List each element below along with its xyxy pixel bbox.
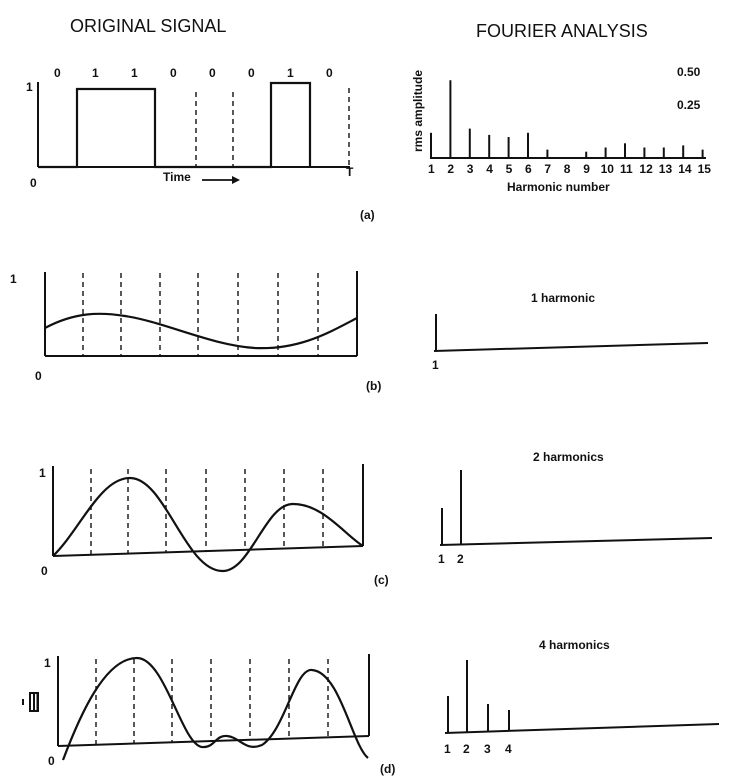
harmonic-tick-label: 10: [601, 162, 615, 176]
harmonic-tick-label: 12: [639, 162, 653, 176]
four-harmonic-waveform: [61, 656, 369, 761]
header-fourier-analysis: FOURIER ANALYSIS: [476, 21, 648, 41]
y-axis-one-label: 1: [39, 466, 46, 480]
square-wave: [38, 81, 312, 169]
spectrum-baseline: [444, 723, 720, 734]
time-label: Time: [163, 170, 191, 184]
y-axis-zero-label: 0: [30, 176, 37, 190]
spectrum-b: 1 harmonic 1: [432, 291, 709, 372]
spectrum-bars: [430, 80, 704, 158]
time-arrow-head: [232, 176, 240, 184]
spectrum-baseline: [439, 537, 713, 546]
y-axis-zero-label: 0: [48, 754, 55, 768]
amplitude-tick-label: 0.25: [677, 98, 701, 112]
scan-artifact: [22, 692, 39, 712]
harmonic-tick-label: 4: [505, 742, 512, 756]
harmonic-tick-label: 6: [525, 162, 532, 176]
bit-label: 0: [209, 66, 216, 80]
bit-label: 1: [131, 66, 138, 80]
bit-label: 0: [170, 66, 177, 80]
x-axis-end-label: T: [346, 165, 354, 179]
bit-label: 1: [92, 66, 99, 80]
spectrum-baseline: [433, 342, 709, 352]
spectrum-a: rms amplitude 1 2 3 4 5 6 7 8 9 10 11 12 13 14 15 0.50…: [411, 65, 711, 194]
harmonic-tick-label: 7: [544, 162, 551, 176]
harmonic-tick-labels: 1 2 3 4 5 6 7 8 9 10 11 12 13 14 15: [428, 162, 711, 176]
spectrum-title: 2 harmonics: [533, 450, 604, 464]
harmonic-tick-label: 1: [428, 162, 435, 176]
one-harmonic-waveform: [44, 312, 358, 350]
harmonic-tick-label: 3: [467, 162, 474, 176]
x-axis: [52, 545, 364, 557]
harmonic-tick-label: 1: [438, 552, 445, 566]
harmonic-tick-label: 1: [444, 742, 451, 756]
harmonic-tick-label: 14: [678, 162, 692, 176]
spectrum-c: 2 harmonics 1 2: [438, 450, 713, 566]
panel-a-signal: 0 1 1 0 0 0 1 0 1 0 T Time (a): [26, 66, 375, 222]
panel-c-signal: 1 0 (c): [39, 464, 389, 587]
bit-label: 0: [248, 66, 255, 80]
header-original-signal: ORIGINAL SIGNAL: [70, 16, 226, 36]
panel-tag: (c): [374, 573, 389, 587]
panel-tag: (a): [360, 208, 375, 222]
spectrum-d: 4 harmonics 1 2 3 4: [444, 638, 720, 756]
x-axis: [57, 735, 370, 747]
panel-tag: (b): [366, 379, 381, 393]
harmonic-tick-label: 2: [447, 162, 454, 176]
y-axis-one-label: 1: [26, 80, 33, 94]
harmonic-tick-label: 11: [620, 162, 633, 176]
bit-label: 1: [287, 66, 294, 80]
panel-b-signal: 1 0 (b): [10, 271, 381, 393]
spectrum-title: 4 harmonics: [539, 638, 610, 652]
two-harmonic-waveform: [52, 476, 364, 573]
bit-label: 0: [54, 66, 61, 80]
y-axis-title: rms amplitude: [411, 70, 425, 152]
harmonic-tick-label: 2: [457, 552, 464, 566]
y-axis-one-label: 1: [10, 272, 17, 286]
harmonic-tick-label: 4: [486, 162, 493, 176]
harmonic-tick-label: 15: [698, 162, 712, 176]
harmonic-tick-label: 8: [564, 162, 571, 176]
harmonic-tick-label: 5: [506, 162, 513, 176]
panel-tag: (d): [380, 762, 395, 776]
spectrum-title: 1 harmonic: [531, 291, 595, 305]
y-axis-zero-label: 0: [35, 369, 42, 383]
amplitude-tick-label: 0.50: [677, 65, 701, 79]
harmonic-tick-label: 1: [432, 358, 439, 372]
harmonic-tick-label: 9: [583, 162, 590, 176]
bit-label: 0: [326, 66, 333, 80]
y-axis-zero-label: 0: [41, 564, 48, 578]
harmonic-tick-label: 13: [659, 162, 673, 176]
y-axis-one-label: 1: [44, 656, 51, 670]
x-axis-title: Harmonic number: [507, 180, 610, 194]
harmonic-tick-label: 3: [484, 742, 491, 756]
panel-d-signal: 1 0 (d): [44, 654, 395, 776]
harmonic-tick-label: 2: [463, 742, 470, 756]
